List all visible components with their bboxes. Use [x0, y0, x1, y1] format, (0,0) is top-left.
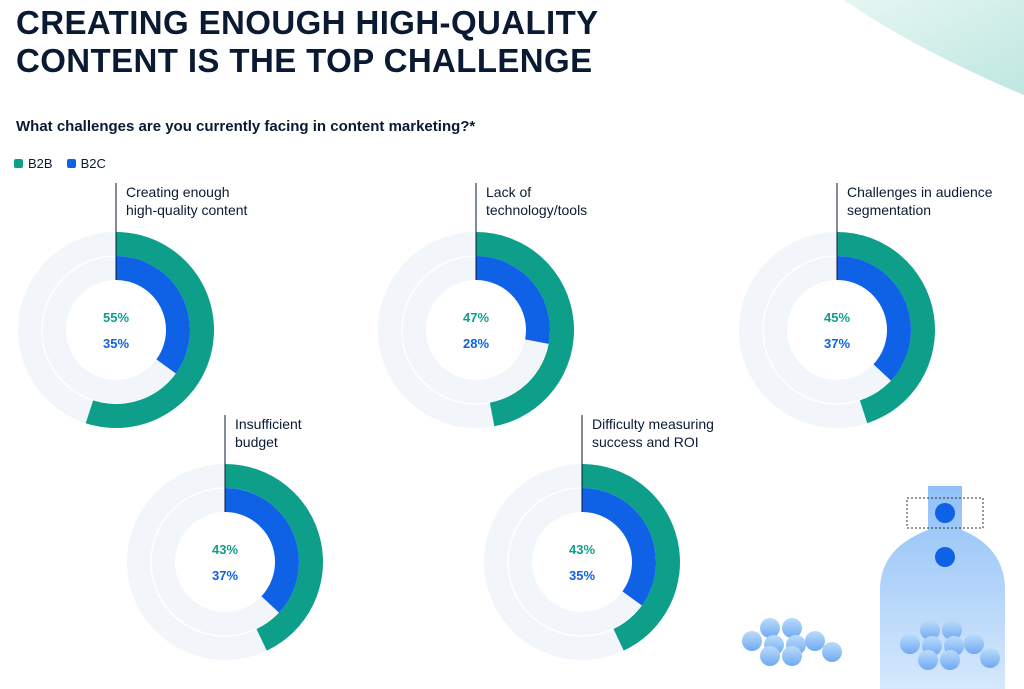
donut-chart-3: 45% 37% — [739, 183, 935, 428]
b2c-arc — [476, 256, 550, 344]
category-label-line: technology/tools — [486, 202, 588, 218]
category-label-line: segmentation — [847, 202, 932, 218]
category-label-line: budget — [235, 434, 278, 450]
page-title: CREATING ENOUGH HIGH-QUALITY CONTENT IS … — [16, 4, 599, 80]
category-label: Insufficient budget — [235, 415, 302, 451]
b2b-arc — [476, 232, 574, 427]
category-label-line: Insufficient — [235, 416, 302, 432]
b2c-value-label: 35% — [103, 336, 129, 351]
background-swoosh — [844, 0, 1024, 95]
b2b-value-label: 47% — [463, 310, 489, 325]
category-label: Difficulty measuring success and ROI — [592, 415, 714, 451]
category-label-line: Challenges in audience — [847, 184, 993, 200]
chart-subtitle: What challenges are you currently facing… — [16, 118, 476, 135]
b2b-arc — [837, 232, 935, 424]
donut-chart-4: 43% 37% — [127, 415, 323, 660]
b2c-arc — [582, 488, 656, 606]
category-label-line: Difficulty measuring — [592, 416, 714, 432]
title-line-2: CONTENT IS THE TOP CHALLENGE — [16, 42, 593, 79]
b2c-value-label: 37% — [212, 568, 238, 583]
b2c-value-label: 35% — [569, 568, 595, 583]
donut-chart-1: 55% 35% — [18, 183, 214, 429]
b2c-arc — [225, 488, 300, 613]
b2b-value-label: 43% — [569, 542, 595, 557]
category-label-line: Lack of — [486, 184, 532, 200]
legend-label-b2b: B2B — [28, 156, 53, 171]
category-label-line: high-quality content — [126, 202, 248, 218]
b2b-arc — [225, 464, 323, 651]
category-label: Challenges in audience segmentation — [847, 183, 993, 219]
b2b-arc — [582, 464, 680, 651]
title-line-1: CREATING ENOUGH HIGH-QUALITY — [16, 4, 599, 41]
b2c-arc — [116, 256, 191, 374]
category-label-line: success and ROI — [592, 434, 699, 450]
legend-item-b2b: B2B — [14, 156, 53, 171]
b2b-arc — [85, 232, 214, 429]
category-label: Creating enough high-quality content — [126, 183, 247, 219]
legend-item-b2c: B2C — [66, 156, 106, 171]
b2c-arc — [837, 256, 911, 381]
b2c-value-label: 37% — [824, 336, 850, 351]
b2b-value-label: 43% — [212, 542, 238, 557]
donut-chart-5: 43% 35% — [484, 415, 680, 660]
legend-swatch-b2b — [14, 159, 23, 168]
category-label: Lack of technology/tools — [486, 183, 587, 219]
b2c-value-label: 28% — [463, 336, 489, 351]
legend-swatch-b2c — [66, 159, 76, 168]
legend-label-b2c: B2C — [80, 156, 106, 171]
b2b-value-label: 45% — [824, 310, 850, 325]
legend: B2B B2C — [14, 156, 106, 171]
category-label-line: Creating enough — [126, 184, 230, 200]
b2b-value-label: 55% — [103, 310, 129, 325]
donut-chart-2: 47% 28% — [378, 183, 574, 428]
